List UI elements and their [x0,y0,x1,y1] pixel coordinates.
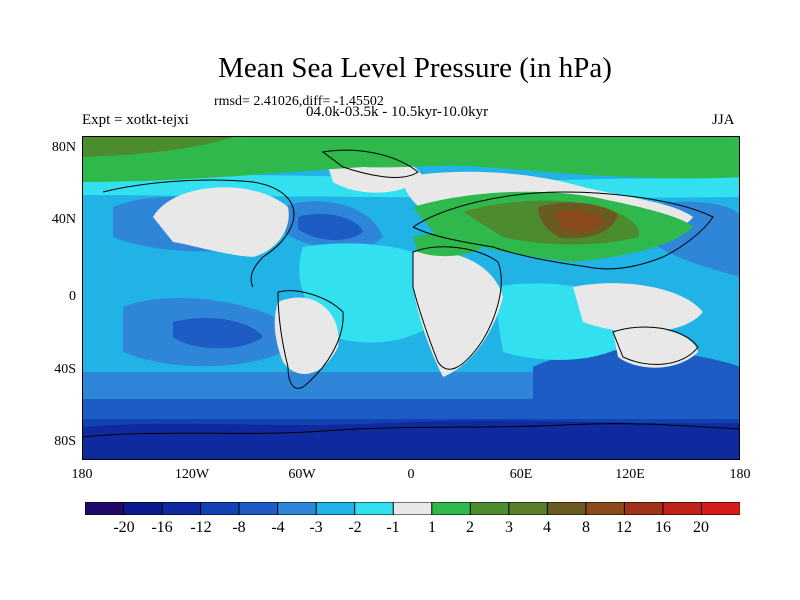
colorbar-swatch [277,502,317,515]
colorbar-label: -20 [113,519,135,536]
arctic-green [83,137,739,182]
colorbar-label: 4 [543,519,551,536]
colorbar-label: 12 [616,519,632,536]
lon-label-60w: 60W [288,467,316,482]
south-indian-blue-blob [533,350,739,417]
arctic-olive [83,137,233,157]
colorbar-label: -16 [151,519,173,536]
stats-line: rmsd= 2.41026,diff= -1.45502 [214,94,384,109]
antarctic-navy [83,420,739,459]
colorbar-label: -1 [386,519,400,536]
colorbar [85,502,740,515]
colorbar-label: -12 [190,519,212,536]
colorbar-swatch [238,502,279,515]
colorbar-swatch [392,502,433,515]
australia-coast [612,326,699,365]
lat-label-0: 0 [69,289,76,304]
lon-label-60e: 60E [509,467,533,482]
season-label: JJA [712,112,735,128]
colorbar-swatch [469,502,510,515]
south-america-gray [274,297,339,374]
colorbar-label: -4 [271,519,285,536]
lon-label-180e: 180 [729,467,751,482]
south-pacific-core [173,317,263,349]
australia-gray [613,328,698,368]
colorbar-swatch [315,502,356,515]
lat-label-80s: 80S [54,434,76,449]
north-america-coast [102,179,295,288]
colorbar-label: 20 [693,519,709,536]
africa-coast [412,246,502,370]
colorbar-label: 3 [505,519,513,536]
eurasia-coast [412,191,714,270]
lon-label-120w: 120W [174,467,210,482]
coastlines [83,149,739,438]
pressure-anomaly-map [82,136,740,460]
maritime-gray [573,283,703,333]
antarctica-coast [83,423,739,438]
colorbar-swatch [700,502,740,515]
colorbar-swatch [662,502,703,515]
north-america-gray [153,187,289,257]
period-line: 04.0k-03.5k - 10.5kyr-10.0kyr [306,104,489,120]
lon-label-180w: 180 [71,467,93,482]
colorbar-label: 1 [428,519,436,536]
colorbar-swatch [431,502,472,515]
south-america-coast [277,290,344,389]
colorbar-label: -3 [309,519,323,536]
lat-label-40n: 40N [51,212,76,227]
africa-gray [413,251,503,377]
colorbar-swatch [200,502,240,515]
colorbar-swatch [623,502,664,515]
colorbar-label: 2 [466,519,474,536]
lat-label-40s: 40S [54,362,76,377]
colorbar-label: 16 [655,519,671,536]
colorbar-label: 8 [582,519,590,536]
colorbar-swatch [508,502,549,515]
lon-label-120e: 120E [615,467,645,482]
colorbar-swatch [161,502,202,515]
colorbar-swatch [354,502,395,515]
north-africa-green [413,232,483,257]
colorbar-swatch [546,502,587,515]
colorbar-label: -8 [232,519,246,536]
north-atlantic-core [298,213,363,241]
lat-label-80n: 80N [51,140,76,155]
experiment-label: Expt = xotkt-tejxi [82,112,189,128]
colorbar-swatch [123,502,163,515]
tibet-brown-core [555,210,605,232]
colorbar-label: -2 [348,519,362,536]
map-canvas [83,137,739,459]
lon-label-0: 0 [407,467,415,482]
greenland-coast [321,149,419,178]
colorbar-swatch [585,502,626,515]
colorbar-swatch [85,502,125,515]
map-title: Mean Sea Level Pressure (in hPa) [218,52,612,84]
